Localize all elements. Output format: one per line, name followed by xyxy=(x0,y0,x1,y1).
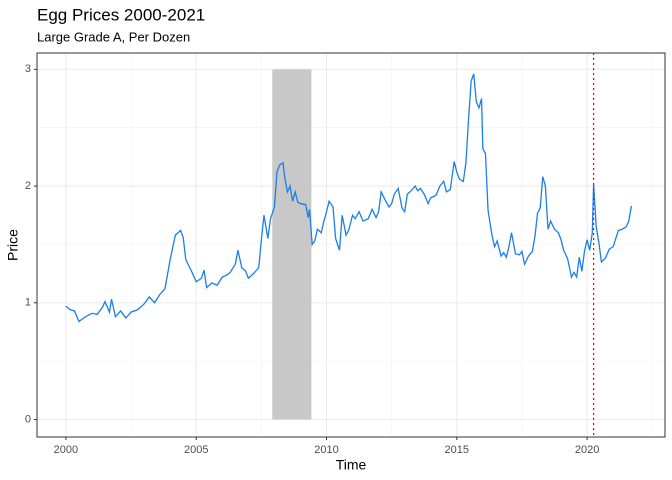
x-tick-label: 2000 xyxy=(54,444,78,456)
y-tick-label: 1 xyxy=(25,297,31,309)
x-tick-label: 2020 xyxy=(575,444,599,456)
x-tick-label: 2005 xyxy=(184,444,208,456)
x-axis-title: Time xyxy=(336,457,367,473)
shaded-region xyxy=(272,69,312,420)
data-line xyxy=(65,73,633,323)
x-tick-label: 2010 xyxy=(314,444,338,456)
y-tick-label: 3 xyxy=(25,63,31,75)
panel-border xyxy=(36,52,666,438)
y-tick-label: 0 xyxy=(25,413,31,425)
y-axis-title: Price xyxy=(5,229,21,261)
chart-subtitle: Large Grade A, Per Dozen xyxy=(37,29,190,44)
x-tick-label: 2015 xyxy=(445,444,469,456)
chart-title: Egg Prices 2000-2021 xyxy=(37,5,205,24)
y-tick-label: 2 xyxy=(25,180,31,192)
